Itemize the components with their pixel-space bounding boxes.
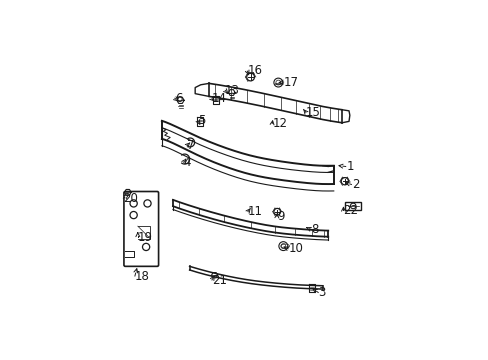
Text: 17: 17 <box>284 76 298 89</box>
Text: 14: 14 <box>211 92 226 105</box>
Text: 15: 15 <box>305 106 320 119</box>
Text: 3: 3 <box>318 286 325 299</box>
Text: 4: 4 <box>183 156 191 169</box>
Text: 18: 18 <box>135 270 149 283</box>
Text: 11: 11 <box>247 205 263 218</box>
Text: 13: 13 <box>224 84 240 97</box>
Text: 8: 8 <box>310 223 318 236</box>
Text: 7: 7 <box>186 139 194 152</box>
Text: 21: 21 <box>211 274 226 287</box>
Text: 5: 5 <box>198 114 205 127</box>
Text: 6: 6 <box>174 91 182 105</box>
Text: 16: 16 <box>247 64 262 77</box>
Text: 19: 19 <box>138 231 152 244</box>
Text: 22: 22 <box>343 203 358 217</box>
Bar <box>344 202 361 210</box>
Text: 10: 10 <box>288 242 303 255</box>
Text: 2: 2 <box>351 178 359 191</box>
Text: 9: 9 <box>276 210 284 223</box>
Text: 1: 1 <box>346 160 353 173</box>
Text: 12: 12 <box>272 117 286 130</box>
Text: 20: 20 <box>123 192 138 205</box>
